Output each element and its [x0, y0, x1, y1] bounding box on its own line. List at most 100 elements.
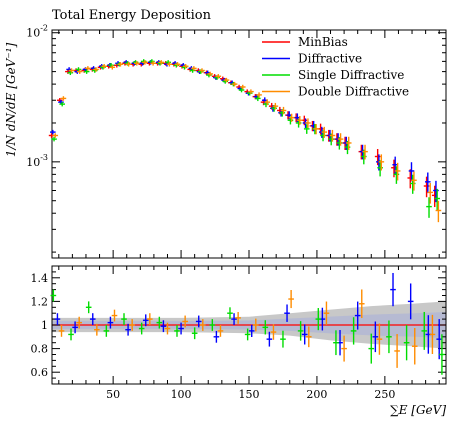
main-point: [248, 89, 254, 94]
ratio-point: [436, 319, 443, 360]
ratio-point: [301, 324, 308, 345]
ratio-point: [270, 324, 277, 340]
main-point: [394, 162, 401, 181]
ratio-plot-area: 0.6 0.8 1 1.2 1.4 50 100 150 200 250: [31, 265, 447, 401]
main-point: [345, 136, 352, 150]
ratio-x-tick-label-2: 150: [239, 388, 260, 401]
ratio-point: [164, 322, 171, 335]
ratio-point: [333, 330, 339, 356]
main-series-double-diffractive: [52, 60, 442, 223]
ratio-point: [403, 325, 410, 361]
main-point: [297, 116, 303, 125]
main-plot-area: 10-2 10-3: [26, 24, 447, 259]
main-point: [313, 123, 319, 135]
main-point: [424, 172, 431, 194]
main-point: [133, 61, 140, 66]
main-point: [434, 188, 440, 211]
main-y-tick-label-1: 10-3: [26, 153, 48, 169]
legend-label: MinBias: [298, 35, 348, 49]
main-point: [51, 136, 57, 142]
ratio-point: [429, 314, 436, 354]
ratio-y-tick-label-2: 1: [41, 319, 48, 332]
ratio-point: [76, 316, 82, 329]
ratio-point: [121, 313, 127, 325]
ratio-x-tick-label-3: 200: [306, 388, 327, 401]
ratio-point: [262, 320, 269, 335]
main-point: [60, 96, 67, 101]
ratio-point: [103, 325, 110, 337]
ratio-point: [252, 318, 259, 332]
ratio-point: [54, 313, 61, 325]
ratio-point: [142, 314, 149, 327]
ratio-point: [394, 334, 400, 368]
ratio-point: [350, 317, 357, 345]
ratio-point: [411, 328, 418, 365]
legend-entry-single-diffractive: Single Diffractive: [262, 68, 404, 82]
ratio-y-tick-label-0: 0.6: [31, 366, 49, 379]
ratio-x-tick-label-4: 250: [374, 388, 395, 401]
ratio-point: [354, 301, 361, 330]
main-point: [150, 61, 156, 66]
main-point: [280, 106, 287, 115]
main-point: [256, 92, 262, 98]
main-point: [362, 144, 368, 160]
main-point: [426, 197, 432, 218]
ratio-point: [390, 272, 396, 307]
main-point: [411, 171, 417, 191]
ratio-point: [439, 334, 445, 375]
main-point: [59, 101, 65, 107]
main-point: [76, 69, 83, 74]
ratio-series-diffractive: [54, 272, 443, 360]
ratio-y-tick-label-3: 1.2: [31, 295, 49, 308]
ratio-point: [341, 335, 347, 362]
main-point: [435, 200, 442, 223]
ratio-point: [358, 289, 365, 319]
legend-entry-minbias: MinBias: [262, 35, 348, 49]
ratio-series-double-diffractive: [58, 289, 436, 368]
main-point: [101, 64, 107, 69]
main-point: [321, 126, 328, 138]
ratio-point: [174, 325, 180, 337]
ratio-point: [72, 321, 78, 334]
main-point: [158, 60, 165, 65]
main-point: [378, 154, 385, 171]
main-point: [52, 133, 59, 138]
ratio-point: [305, 326, 312, 348]
main-point: [191, 66, 197, 71]
ratio-point: [376, 323, 383, 355]
main-point: [68, 68, 75, 73]
ratio-point: [160, 320, 167, 333]
main-series-minbias: [48, 61, 438, 208]
chart-title: Total Energy Deposition: [52, 8, 212, 23]
ratio-point: [421, 311, 428, 350]
ratio-point: [280, 330, 286, 348]
ratio-point: [89, 313, 96, 325]
legend-label: Double Diffractive: [298, 85, 409, 99]
main-point: [223, 77, 230, 83]
ratio-point: [94, 323, 100, 336]
ratio-point: [147, 313, 153, 325]
main-point: [93, 67, 99, 72]
main-point: [272, 102, 279, 110]
main-point: [182, 64, 189, 69]
main-point: [288, 113, 295, 122]
ratio-point: [244, 328, 251, 341]
ratio-point: [58, 325, 65, 337]
legend: MinBias Diffractive Single Diffractive Doub…: [262, 35, 409, 99]
main-point: [337, 133, 344, 146]
main-point: [264, 99, 271, 106]
ratio-point: [191, 327, 198, 340]
ratio-point: [213, 330, 220, 343]
main-point: [83, 69, 90, 74]
ratio-point: [235, 312, 241, 324]
ratio-point: [156, 316, 163, 329]
ratio-point: [178, 322, 184, 335]
ratio-point: [182, 315, 188, 328]
ratio-point: [209, 319, 216, 331]
main-point: [215, 74, 222, 79]
main-point: [305, 118, 311, 128]
ratio-point: [50, 289, 57, 302]
main-point: [109, 65, 116, 70]
